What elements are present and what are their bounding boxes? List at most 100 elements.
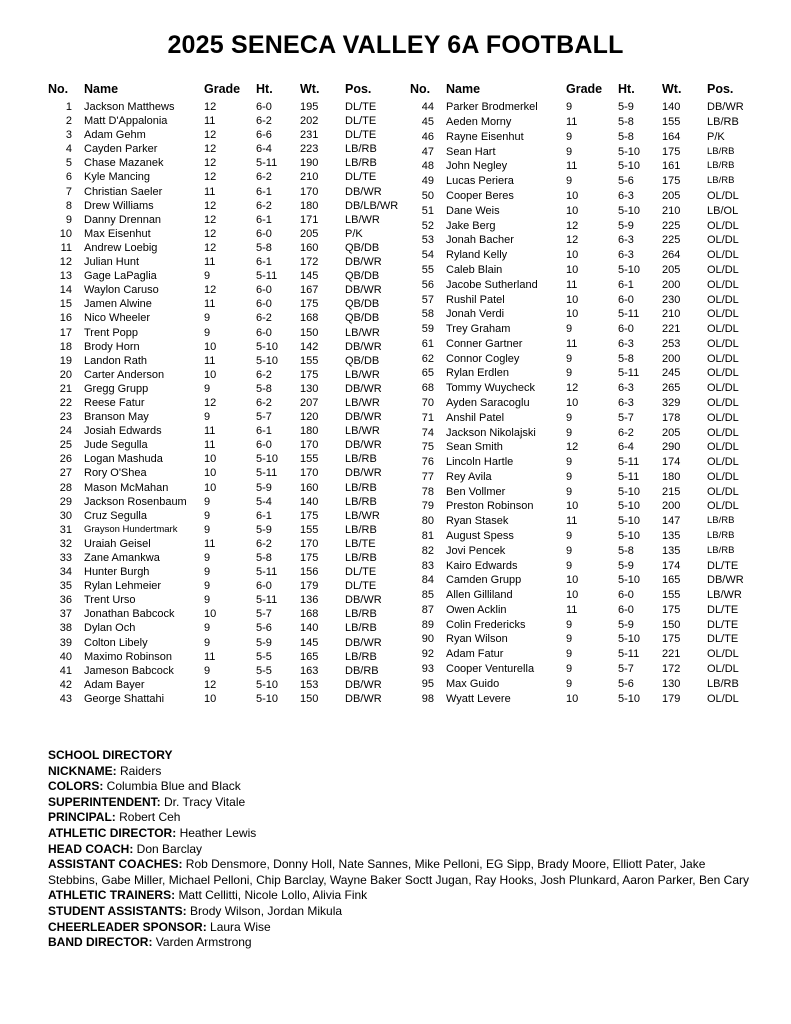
cell-name: Chase Mazanek [84,157,164,170]
cell-ht: 5-11 [256,467,278,480]
cell-pos: OL/DL [707,500,739,513]
cell-pos: DL/TE [707,559,739,572]
cell-ht: 5-5 [256,650,272,663]
cell-pos: DB/WR [707,574,744,587]
table-row: 79 Preston Robinson 10 5-10 200 OL/DL [410,499,762,514]
cell-no: 2 [65,115,72,128]
table-row: 30 Cruz Segulla 9 6-1 175 LB/WR [48,509,400,523]
cell-no: 14 [59,284,72,297]
cell-ht: 5-11 [256,594,278,607]
cell-ht: 6-1 [618,278,634,291]
table-row: 42 Adam Bayer 12 5-10 153 DB/WR [48,678,400,692]
cell-ht: 5-7 [618,411,634,424]
cell-no: 76 [421,456,434,469]
cell-grade: 12 [566,219,579,232]
cell-name: Branson May [84,411,149,424]
cell-wt: 225 [662,234,681,247]
cell-name: Julian Hunt [84,256,140,269]
cell-grade: 10 [204,368,217,381]
table-row: 74 Jackson Nikolajski 9 6-2 205 OL/DL [410,425,762,440]
cell-no: 84 [421,574,434,587]
cell-no: 95 [421,677,434,690]
cell-wt: 170 [300,185,319,198]
cell-wt: 205 [662,263,681,276]
cell-name: Ayden Saracoglu [446,396,530,409]
table-row: 81 August Spess 9 5-10 135 LB/RB [410,529,762,544]
cell-ht: 5-8 [618,544,634,557]
cell-grade: 10 [204,453,217,466]
cell-no: 38 [59,622,72,635]
cell-name: Adam Bayer [84,678,145,691]
cell-wt: 205 [662,426,681,439]
table-row: 89 Colin Fredericks 9 5-9 150 DL/TE [410,617,762,632]
cell-wt: 170 [300,467,319,480]
cell-name: Drew Williams [84,199,154,212]
cell-wt: 175 [662,633,681,646]
cell-no: 50 [421,190,434,203]
cell-wt: 145 [300,636,319,649]
cell-wt: 142 [300,340,319,353]
cell-no: 93 [421,663,434,676]
cell-no: 53 [421,234,434,247]
cell-wt: 165 [662,574,681,587]
table-row: 38 Dylan Och 9 5-6 140 LB/RB [48,621,400,635]
cell-name: Kyle Mancing [84,171,151,184]
cell-ht: 5-10 [618,515,641,528]
cell-no: 81 [421,530,434,542]
cell-name: Brody Horn [84,340,140,353]
cell-grade: 11 [204,185,216,198]
cell-pos: OL/DL [707,234,739,247]
table-row: 37 Jonathan Babcock 10 5-7 168 LB/RB [48,607,400,621]
cell-ht: 6-1 [256,185,272,198]
table-row: 17 Trent Popp 9 6-0 150 LB/WR [48,326,400,340]
cell-ht: 5-11 [618,456,640,469]
cell-name: Adam Gehm [84,129,146,142]
cell-pos: OL/DL [707,308,739,321]
cell-name: Kairo Edwards [446,559,518,572]
cell-pos: DB/RB [345,664,379,677]
cell-pos: LB/WR [345,509,380,522]
cell-no: 62 [421,352,434,365]
cell-ht: 5-8 [256,382,272,395]
cell-grade: 9 [566,633,573,646]
roster-tables: No. Name Grade Ht. Wt. Pos. 1 Jackson Mat… [48,82,762,706]
cell-ht: 6-2 [256,312,272,325]
cell-wt: 170 [300,537,319,550]
cell-name: Jonathan Babcock [84,608,175,621]
cell-pos: DL/TE [345,171,377,184]
table-row: 12 Julian Hunt 11 6-1 172 DB/WR [48,255,400,269]
directory-entry: CHEERLEADER SPONSOR: Laura Wise [48,920,750,936]
table-row: 68 Tommy Wuycheck 12 6-3 265 OL/DL [410,381,762,396]
cell-ht: 5-10 [618,145,641,158]
cell-pos: LB/RB [345,495,377,508]
cell-wt: 150 [300,326,319,339]
cell-ht: 6-2 [256,537,272,550]
table-row: 23 Branson May 9 5-7 120 DB/WR [48,410,400,424]
directory-value: Brody Wilson, Jordan Mikula [190,903,343,918]
cell-grade: 10 [566,396,579,409]
cell-name: August Spess [446,530,514,542]
cell-ht: 5-10 [618,633,641,646]
cell-grade: 10 [566,190,579,203]
cell-pos: LB/WR [345,396,380,409]
cell-ht: 5-7 [256,411,272,424]
cell-no: 24 [59,425,72,438]
table-row: 3 Adam Gehm 12 6-6 231 DL/TE [48,128,400,142]
cell-name: Logan Mashuda [84,453,163,466]
cell-grade: 9 [204,509,211,522]
cell-name: Trent Urso [84,594,136,607]
table-row: 71 Anshil Patel 9 5-7 178 OL/DL [410,410,762,425]
table-row: 53 Jonah Bacher 12 6-3 225 OL/DL [410,233,762,248]
cell-pos: DB/WR [707,101,744,114]
cell-pos: DL/TE [345,566,377,579]
cell-pos: OL/DL [707,219,739,232]
cell-no: 20 [59,368,72,381]
cell-no: 49 [421,175,434,188]
header-ht: Ht. [256,82,273,96]
cell-ht: 5-10 [256,678,279,691]
table-row: 52 Jake Berg 12 5-9 225 OL/DL [410,218,762,233]
cell-grade: 9 [566,677,573,690]
cell-name: Jonah Verdi [446,308,505,321]
cell-ht: 6-3 [618,382,634,395]
